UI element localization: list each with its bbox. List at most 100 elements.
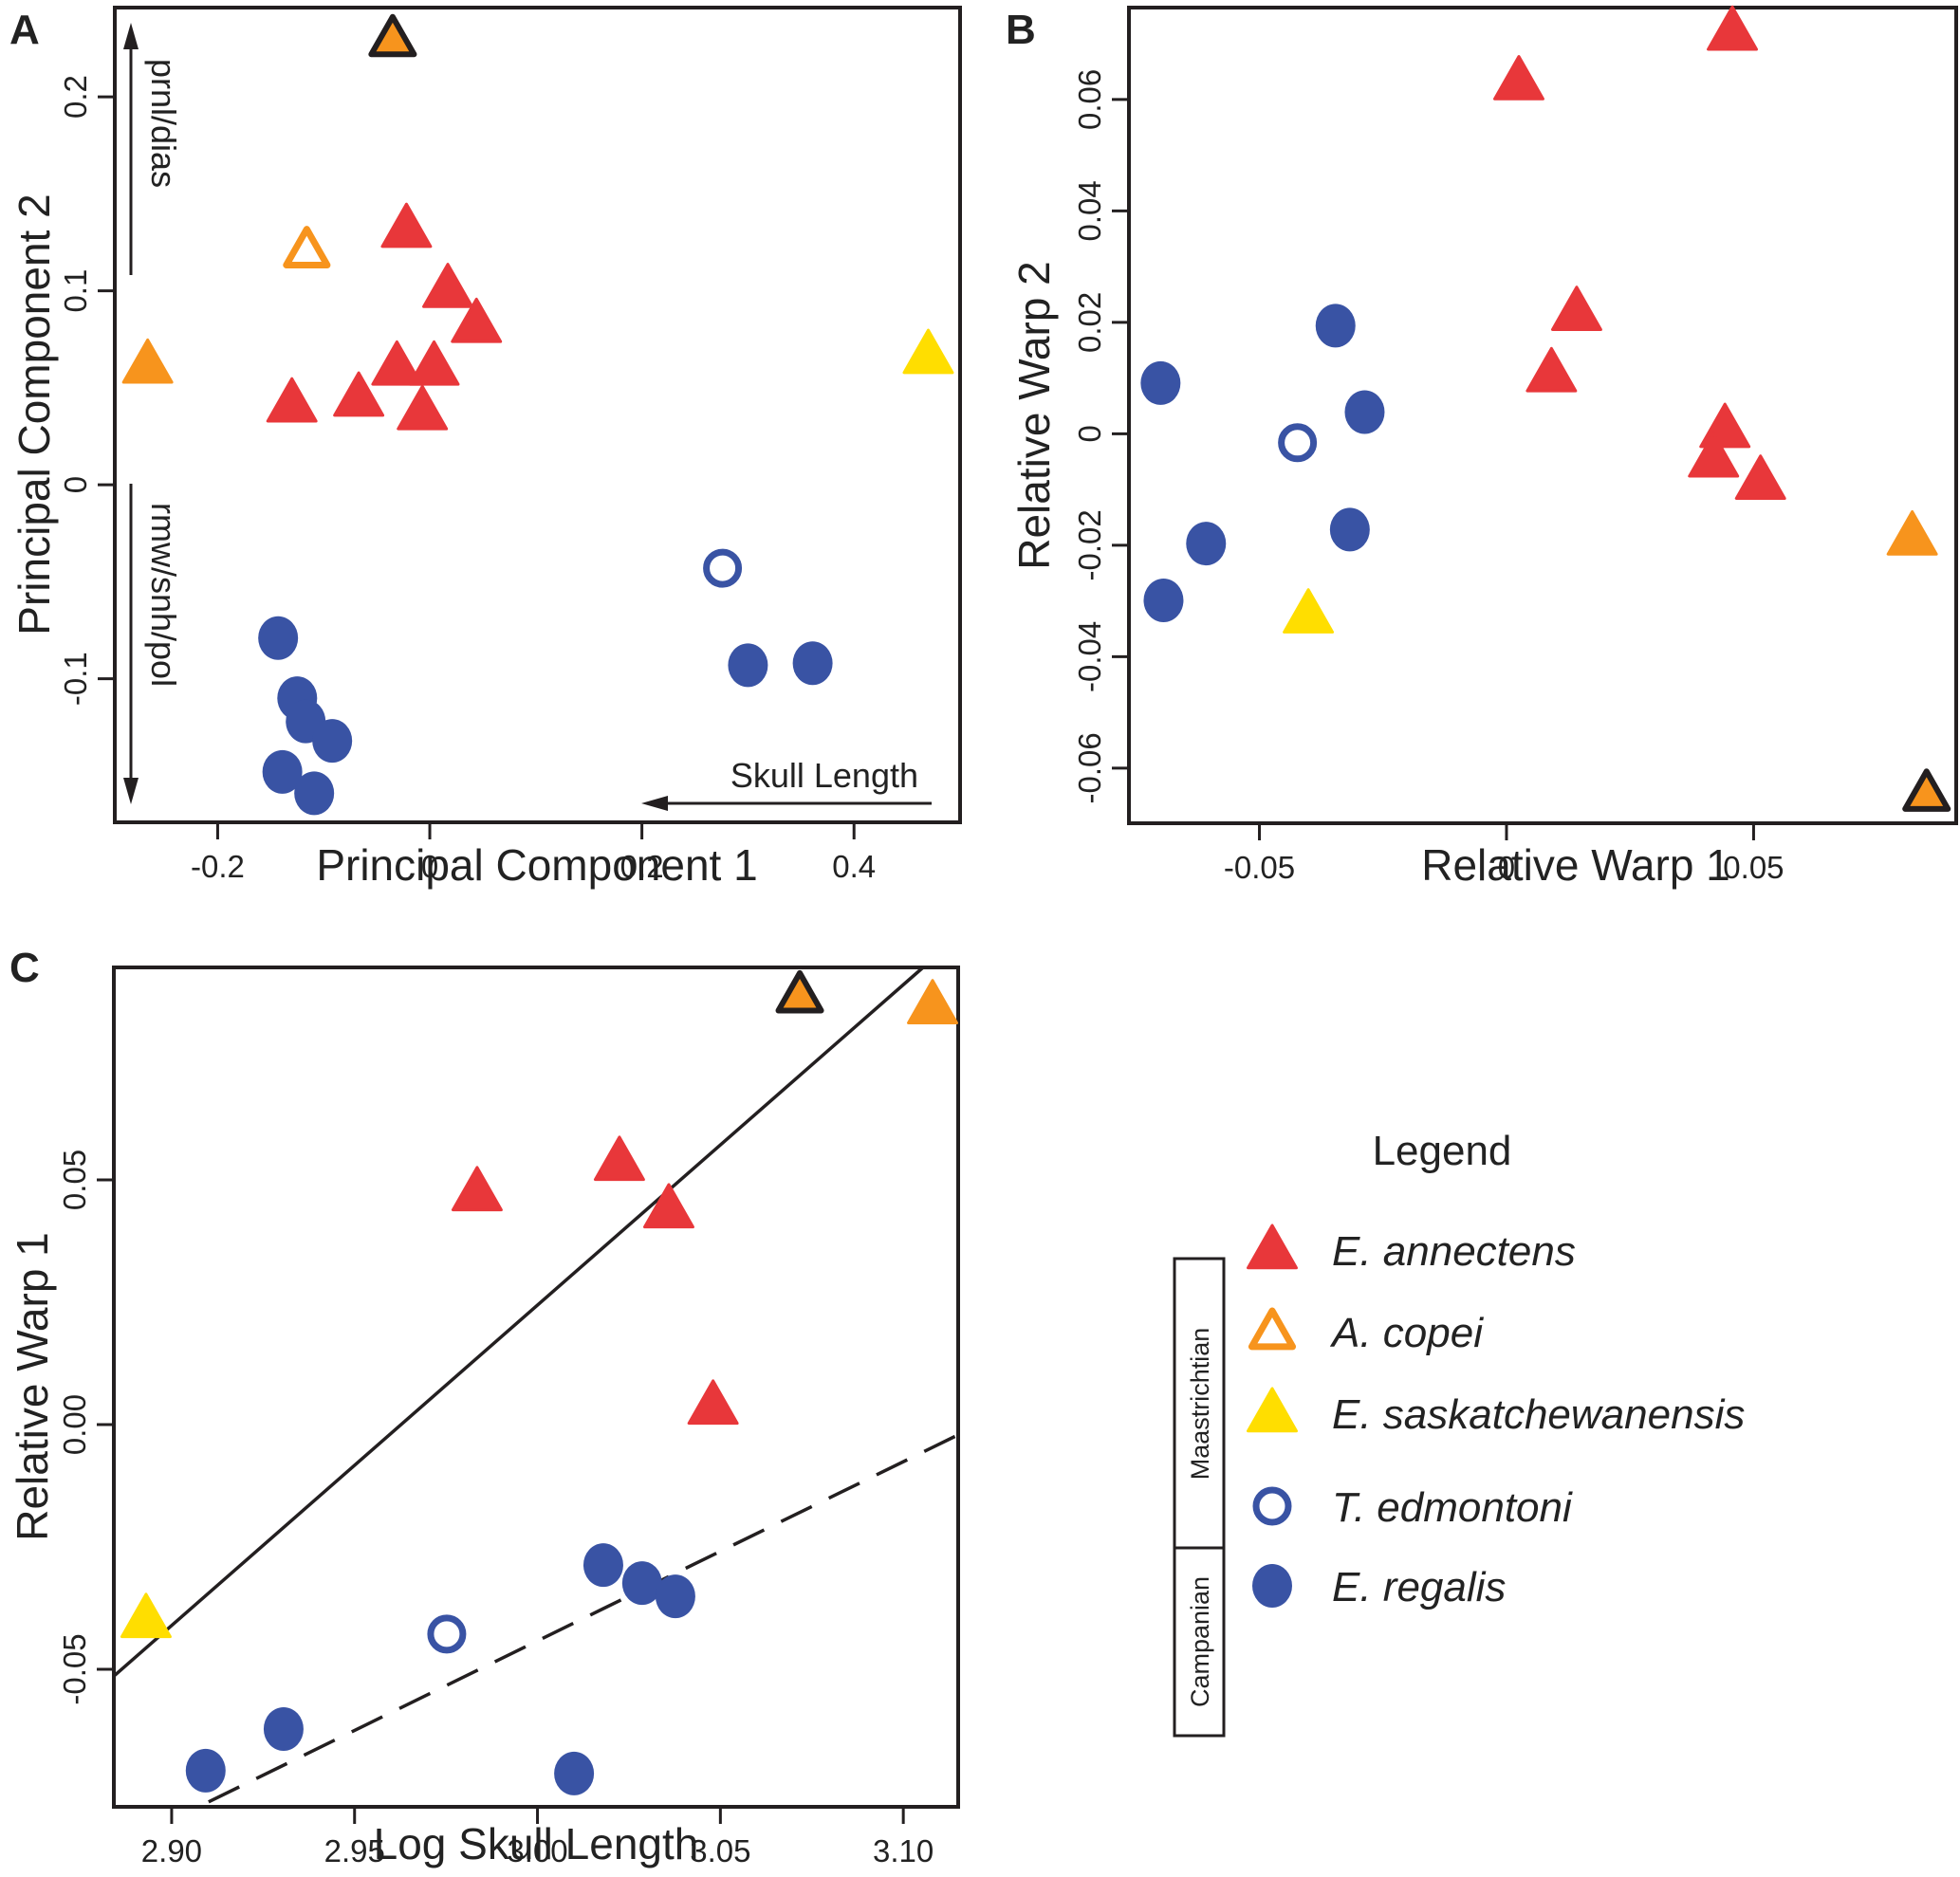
y-axis-title-c: Relative Warp 1: [8, 1232, 57, 1541]
x-tick-label: 3.05: [690, 1833, 750, 1868]
data-point: [283, 226, 331, 268]
x-tick-label: 2.95: [324, 1833, 385, 1868]
data-point: [1707, 5, 1759, 51]
annotations-a: prnl/dias rmw/snh/pol Skull Length: [123, 23, 932, 811]
regression-lines-c: [112, 966, 959, 1804]
data-point: [312, 719, 353, 764]
data-point: [642, 1183, 694, 1229]
x-axis-title-b: Relative Warp 1: [1421, 840, 1730, 890]
data-point: [593, 1135, 645, 1182]
y-axis-title-a: Principal Component 2: [9, 193, 59, 635]
data-point: [294, 771, 335, 816]
y-axis-title-b: Relative Warp 2: [1009, 261, 1059, 570]
data-point: [422, 263, 474, 308]
regression-line-dashed: [208, 1433, 959, 1804]
legend-label: E. annectens: [1332, 1228, 1576, 1275]
y-tick-label: -0.02: [1072, 509, 1107, 580]
y-tick-label: 0.02: [1072, 292, 1107, 353]
panel-c: C 2.90 2.95 3.00 3.05 3.10 -0.05 0.00 0.05 Log …: [8, 945, 960, 1868]
data-point: [703, 548, 743, 588]
data-point: [792, 641, 833, 686]
data-point: [582, 1543, 623, 1588]
data-point: [397, 384, 449, 431]
data-point: [333, 371, 385, 417]
data-point: [408, 340, 460, 386]
period-label-maastrichtian: Maastrichtian: [1186, 1328, 1214, 1481]
data-point: [907, 979, 958, 1024]
legend: Legend Maastrichtian Campanian E. annect…: [1173, 1128, 1745, 1738]
x-axis-title-a: Principal Component 1: [316, 840, 757, 890]
data-point: [1143, 579, 1184, 623]
data-point: [554, 1751, 595, 1795]
points-c: [120, 969, 958, 1795]
y-tick-label: 0: [58, 476, 93, 493]
data-point: [1550, 285, 1602, 331]
x-tick-label: 0.4: [832, 849, 876, 884]
y-tick-label: 0.1: [58, 269, 93, 313]
x-tick-label: -0.2: [191, 849, 245, 884]
data-point: [902, 328, 954, 375]
x-tick-label: 0.05: [1723, 850, 1784, 885]
legend-marker: [1247, 1224, 1298, 1270]
down-arrow-label: rmw/snh/pol: [144, 503, 183, 687]
data-point: [687, 1379, 739, 1426]
data-point: [1886, 509, 1938, 556]
x-tick-label: 0: [1498, 850, 1515, 885]
ticks-c: 2.90 2.95 3.00 3.05 3.10 -0.05 0.00 0.05: [57, 1150, 934, 1868]
y-tick-label: -0.1: [58, 652, 93, 706]
legend-marker: [1248, 1307, 1297, 1351]
legend-label: A. copei: [1329, 1310, 1484, 1356]
panel-a: A -0.2 0 0.2 0.4 -0.1 0 0.1 0.2 prnl/dias rmw/s…: [9, 6, 962, 890]
plot-frame-a: [113, 6, 962, 824]
legend-label: E. regalis: [1332, 1564, 1506, 1610]
data-point: [1525, 346, 1578, 393]
data-point: [1493, 55, 1544, 101]
up-arrow-label: prnl/dias: [144, 59, 183, 188]
ticks-a: -0.2 0 0.2 0.4 -0.1 0 0.1 0.2: [58, 75, 876, 884]
x-tick-label: 0: [421, 849, 438, 884]
data-point: [1315, 304, 1356, 348]
data-point: [121, 338, 174, 384]
left-arrow-head: [641, 796, 668, 811]
legend-marker: [1247, 1387, 1298, 1433]
legend-label: E. saskatchewanensis: [1332, 1391, 1745, 1438]
data-point: [185, 1748, 226, 1793]
y-tick-label: -0.06: [1072, 732, 1107, 803]
y-tick-label: 0.2: [58, 75, 93, 119]
period-box-campanian: [1173, 1546, 1226, 1738]
y-tick-label: 0.00: [57, 1394, 92, 1455]
data-point: [368, 13, 417, 58]
data-point: [263, 1706, 304, 1751]
period-label-campanian: Campanian: [1186, 1576, 1214, 1707]
data-point: [655, 1574, 695, 1619]
legend-label: T. edmontoni: [1332, 1484, 1573, 1531]
plot-frame-c: [112, 966, 960, 1809]
data-point: [1278, 423, 1318, 463]
data-point: [120, 1592, 172, 1639]
x-tick-label: 2.90: [141, 1833, 202, 1868]
data-point: [1688, 432, 1740, 478]
data-point: [621, 1561, 662, 1606]
y-tick-label: 0.06: [1072, 69, 1107, 130]
x-tick-label: 3.10: [873, 1833, 934, 1868]
data-point: [728, 643, 768, 688]
data-point: [266, 377, 318, 423]
y-tick-label: 0.04: [1072, 180, 1107, 241]
y-tick-label: 0: [1072, 425, 1107, 442]
data-point: [1329, 507, 1370, 552]
data-point: [451, 1166, 503, 1212]
panel-letter-a: A: [9, 7, 40, 53]
data-point: [1734, 454, 1786, 500]
x-tick-label: 3.00: [507, 1833, 567, 1868]
legend-entries: E. annectens A. copei E. saskatchewanensis…: [1247, 1224, 1745, 1610]
down-arrow-head: [123, 778, 139, 804]
up-arrow-head: [123, 23, 139, 49]
data-point: [1902, 768, 1951, 812]
y-tick-label: 0.05: [57, 1150, 92, 1210]
data-point: [1344, 390, 1385, 434]
panel-letter-b: B: [1006, 7, 1036, 53]
data-point: [1186, 522, 1227, 566]
data-point: [371, 340, 423, 386]
points-a: [121, 13, 954, 816]
